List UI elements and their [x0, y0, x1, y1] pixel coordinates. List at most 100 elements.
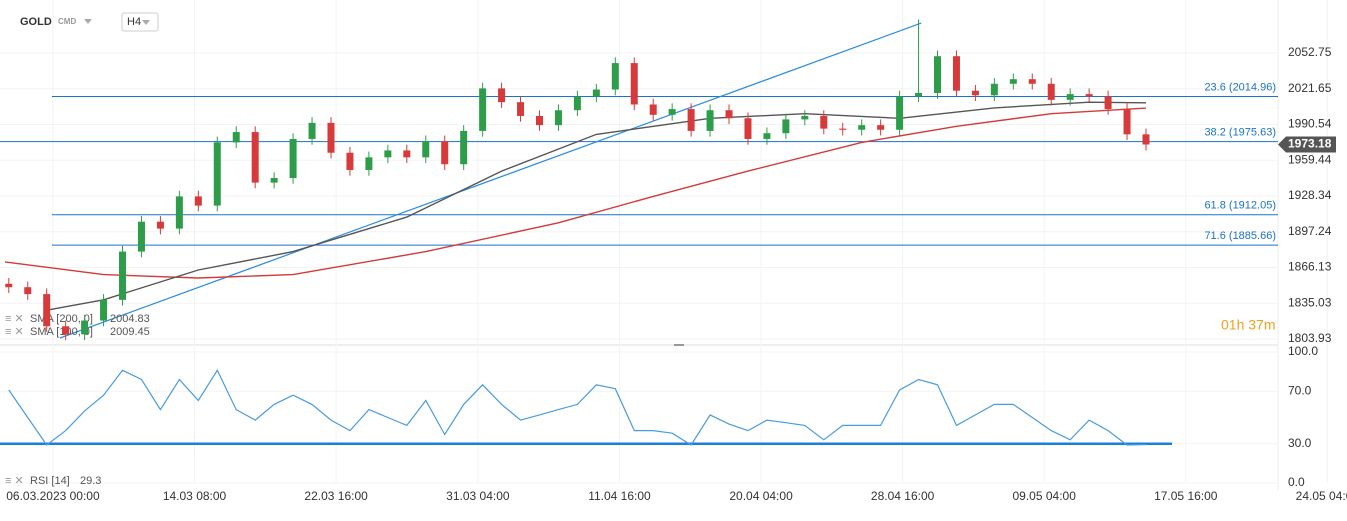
x-tick-label: 11.04 16:00: [588, 489, 651, 503]
y-tick-label: 1866.13: [1288, 260, 1332, 274]
candle-body: [1104, 96, 1112, 110]
x-tick-label: 06.03.2023 00:00: [6, 489, 100, 503]
y-tick-label: 1990.54: [1288, 117, 1332, 131]
candle-body: [877, 125, 885, 130]
candle-body: [43, 294, 51, 327]
x-tick-label: 28.04 16:00: [871, 489, 935, 503]
candle-body: [820, 115, 828, 129]
candle-body: [592, 89, 600, 97]
candle-body: [630, 63, 638, 105]
candle-body: [213, 142, 221, 206]
countdown: 01h 37m: [1221, 317, 1275, 333]
interval[interactable]: H4: [127, 16, 141, 28]
interval-box[interactable]: [121, 12, 159, 32]
candle-body: [573, 96, 581, 111]
candle-body: [971, 90, 979, 96]
candle-body: [1047, 83, 1055, 100]
candle-body: [460, 130, 468, 165]
candle-body: [100, 299, 108, 321]
candle-body: [782, 119, 790, 134]
y-tick-label: 1803.93: [1288, 331, 1332, 345]
candle-body: [1066, 94, 1074, 100]
x-tick-label: 14.03 08:00: [163, 489, 227, 503]
y-tick-label: 1928.34: [1288, 188, 1332, 202]
candle-body: [725, 110, 733, 119]
legend-value: 2009.45: [110, 326, 150, 338]
candle-body: [403, 150, 411, 158]
market[interactable]: CMD: [58, 17, 76, 26]
x-tick-label: 24.05 04:00: [1296, 489, 1347, 503]
rsi-tick-label: 30.0: [1288, 436, 1312, 450]
candle-body: [554, 110, 562, 126]
x-tick-label: 20.04 04:00: [729, 489, 793, 503]
sma-line: [4, 107, 1147, 279]
candle-body: [896, 96, 904, 130]
sma-line: [46, 101, 1147, 311]
candle-body: [232, 132, 240, 143]
candle-body: [308, 122, 316, 139]
candle-body: [498, 88, 506, 103]
candle-body: [858, 125, 866, 130]
candle-body: [194, 196, 202, 206]
market-dropdown[interactable]: [84, 19, 92, 24]
price-tag-bg: [1278, 136, 1336, 153]
candle-body: [5, 283, 13, 288]
candle-body: [763, 133, 771, 139]
x-tick-label: 22.03 16:00: [304, 489, 368, 503]
candle-body: [119, 251, 127, 300]
candle-body: [384, 150, 392, 158]
legend-icon: ≡ ✕: [5, 326, 24, 338]
candle-body: [479, 88, 487, 131]
y-tick-label: 2021.65: [1288, 81, 1332, 95]
candle-body: [517, 102, 525, 116]
candle-body: [611, 63, 619, 90]
candle-body: [156, 221, 164, 229]
candle-body: [1142, 134, 1150, 145]
candle-body: [649, 104, 657, 115]
candle-body: [706, 110, 714, 131]
candle-body: [422, 141, 430, 158]
legend-name: RSI [14]: [30, 475, 70, 487]
candle-body: [1028, 79, 1036, 84]
trendline: [59, 22, 922, 339]
legend-icon: ≡ ✕: [5, 475, 24, 487]
candle-body: [270, 178, 278, 183]
candle-body: [251, 132, 259, 183]
x-tick-label: 31.03 04:00: [446, 489, 510, 503]
rsi-tick-label: 70.0: [1288, 383, 1312, 397]
candle-body: [801, 115, 809, 120]
legend-value: 2004.83: [110, 313, 150, 325]
candle-body: [289, 138, 297, 179]
candle-body: [990, 83, 998, 96]
candle-body: [934, 56, 942, 93]
legend-icon: ≡ ✕: [5, 313, 24, 325]
candle-body: [687, 109, 695, 131]
candle-body: [668, 109, 676, 115]
candle-body: [1123, 109, 1131, 135]
fib-label: 61.8 (1912.05): [1204, 200, 1276, 212]
candle-body: [365, 157, 373, 170]
candle-body: [327, 122, 335, 153]
interval-dropdown[interactable]: [142, 20, 150, 25]
x-tick-label: 17.05 16:00: [1154, 489, 1218, 503]
y-tick-label: 1959.44: [1288, 152, 1332, 166]
legend-value: 29.3: [80, 475, 101, 487]
candle-body: [839, 128, 847, 130]
legend-name: SMA [100, 0]: [30, 326, 93, 338]
candle-body: [535, 115, 543, 126]
candle-body: [175, 196, 183, 229]
fib-label: 38.2 (1975.63): [1204, 127, 1276, 139]
price-tag: 1973.18: [1288, 137, 1332, 151]
candle-body: [62, 326, 70, 335]
rsi-tick-label: 0.0: [1288, 475, 1305, 489]
candle-body: [1009, 79, 1017, 84]
fib-label: 71.6 (1885.66): [1204, 230, 1276, 242]
candle-body: [441, 141, 449, 165]
candle-body: [915, 92, 923, 97]
fib-label: 23.6 (2014.96): [1204, 81, 1276, 93]
y-tick-label: 2052.75: [1288, 45, 1332, 59]
x-tick-label: 09.05 04:00: [1013, 489, 1077, 503]
y-tick-label: 1897.24: [1288, 224, 1332, 238]
